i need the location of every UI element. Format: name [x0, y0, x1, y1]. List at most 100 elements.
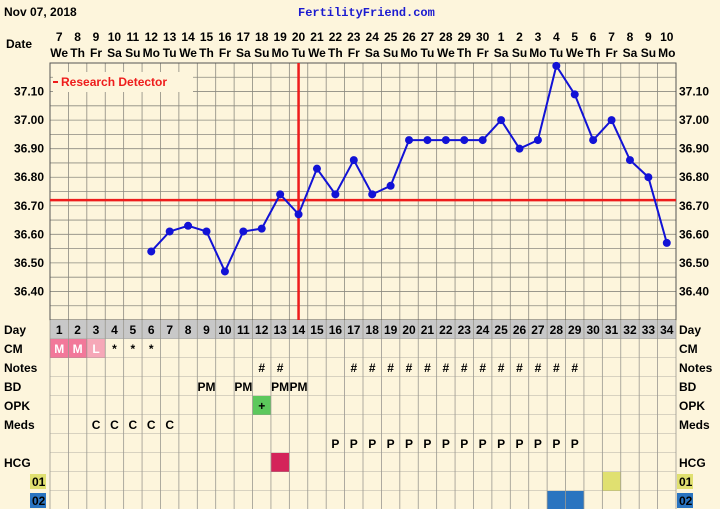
temperature-point[interactable]: [460, 136, 469, 145]
cycle-day-number: 30: [586, 323, 600, 337]
temperature-point[interactable]: [276, 190, 285, 199]
date-row-label: Date: [6, 37, 32, 51]
table-cell-value: *: [149, 342, 154, 356]
row-label-left: 01: [32, 475, 46, 489]
temperature-point[interactable]: [202, 227, 211, 236]
date-weekday: Sa: [107, 46, 122, 60]
table-cell-value: #: [498, 361, 505, 375]
date-weekday: Su: [512, 46, 527, 60]
date-weekday: Su: [254, 46, 269, 60]
table-cell-highlight: [565, 491, 584, 509]
temperature-point[interactable]: [533, 136, 542, 145]
date-number: 4: [553, 30, 560, 44]
date-number: 12: [145, 30, 159, 44]
temperature-point[interactable]: [257, 224, 266, 233]
temperature-point[interactable]: [349, 156, 358, 165]
y-tick-right: 36.40: [679, 284, 709, 298]
date-weekday: Mo: [143, 46, 160, 60]
date-number: 28: [439, 30, 453, 44]
temperature-point[interactable]: [589, 136, 598, 145]
date-number: 19: [273, 30, 287, 44]
date-weekday: Mo: [529, 46, 546, 60]
date-weekday: Fr: [219, 46, 231, 60]
table-cell-value: PM: [290, 380, 308, 394]
legend-research-detector: Research Detector: [61, 75, 167, 89]
date-weekday: Fr: [348, 46, 360, 60]
date-number: 7: [608, 30, 615, 44]
cycle-day-number: 2: [74, 323, 81, 337]
date-weekday: Th: [457, 46, 472, 60]
temperature-point[interactable]: [220, 267, 229, 276]
cycle-day-number: 32: [623, 323, 637, 337]
temperature-point[interactable]: [312, 164, 321, 173]
date-weekday: Mo: [400, 46, 417, 60]
table-cell-value: P: [423, 437, 431, 451]
cycle-day-number: 12: [255, 323, 269, 337]
temperature-point[interactable]: [386, 181, 395, 190]
temperature-point[interactable]: [147, 247, 156, 256]
y-tick-right: 36.60: [679, 227, 709, 241]
temperature-point[interactable]: [294, 210, 303, 219]
date-number: 15: [200, 30, 214, 44]
date-number: 13: [163, 30, 177, 44]
temperature-point[interactable]: [625, 156, 634, 165]
temperature-point[interactable]: [239, 227, 248, 236]
temperature-point[interactable]: [331, 190, 340, 199]
date-weekday: Sa: [365, 46, 380, 60]
temperature-point[interactable]: [570, 90, 579, 99]
y-tick-left: 36.70: [14, 199, 44, 213]
table-cell-value: *: [112, 342, 117, 356]
temperature-point[interactable]: [184, 221, 193, 230]
date-number: 7: [56, 30, 63, 44]
y-tick-left: 36.40: [14, 284, 44, 298]
cycle-day-number: 22: [439, 323, 453, 337]
table-cell-value: #: [258, 361, 265, 375]
row-badge-left: [30, 474, 46, 489]
temperature-point[interactable]: [478, 136, 487, 145]
temperature-point[interactable]: [662, 238, 671, 247]
table-cell-value: C: [110, 418, 119, 432]
temperature-point[interactable]: [497, 116, 506, 125]
cycle-day-number: 9: [203, 323, 210, 337]
temperature-point[interactable]: [515, 144, 524, 153]
cycle-day-number: 33: [642, 323, 656, 337]
cycle-day-number: 5: [130, 323, 137, 337]
date-weekday: Sa: [494, 46, 509, 60]
date-number: 30: [476, 30, 490, 44]
temperature-point[interactable]: [552, 61, 561, 70]
table-cell-value: #: [350, 361, 357, 375]
legend-box: [53, 72, 193, 92]
table-cell-value: #: [277, 361, 284, 375]
cycle-day-number: 21: [421, 323, 435, 337]
row-label-left: CM: [4, 342, 23, 356]
temperature-point[interactable]: [607, 116, 616, 125]
table-cell-value: P: [552, 437, 560, 451]
temperature-point[interactable]: [423, 136, 432, 145]
table-cell-value: #: [424, 361, 431, 375]
date-weekday: We: [308, 46, 326, 60]
cycle-day-number: 23: [458, 323, 472, 337]
row-label-left: Day: [4, 323, 26, 337]
cycle-day-number: 28: [550, 323, 564, 337]
temperature-point[interactable]: [644, 173, 653, 182]
table-cell-value: PM: [198, 380, 216, 394]
y-tick-right: 37.00: [679, 113, 709, 127]
temperature-point[interactable]: [405, 136, 414, 145]
row-label-right: CM: [679, 342, 698, 356]
temperature-point[interactable]: [368, 190, 377, 199]
y-tick-left: 36.80: [14, 170, 44, 184]
row-label-right: HCG: [679, 456, 706, 470]
table-cell-value: P: [368, 437, 376, 451]
table-cell-value: #: [387, 361, 394, 375]
table-cell-highlight: [252, 396, 271, 415]
cycle-day-number: 15: [310, 323, 324, 337]
cycle-day-number: 16: [329, 323, 343, 337]
temperature-point[interactable]: [441, 136, 450, 145]
cycle-day-number: 7: [166, 323, 173, 337]
temperature-point[interactable]: [165, 227, 174, 236]
table-cell-value: #: [406, 361, 413, 375]
table-cell-value: #: [443, 361, 450, 375]
cycle-day-number: 29: [568, 323, 582, 337]
table-cell-highlight: [50, 339, 69, 358]
table-cell-value: C: [165, 418, 174, 432]
